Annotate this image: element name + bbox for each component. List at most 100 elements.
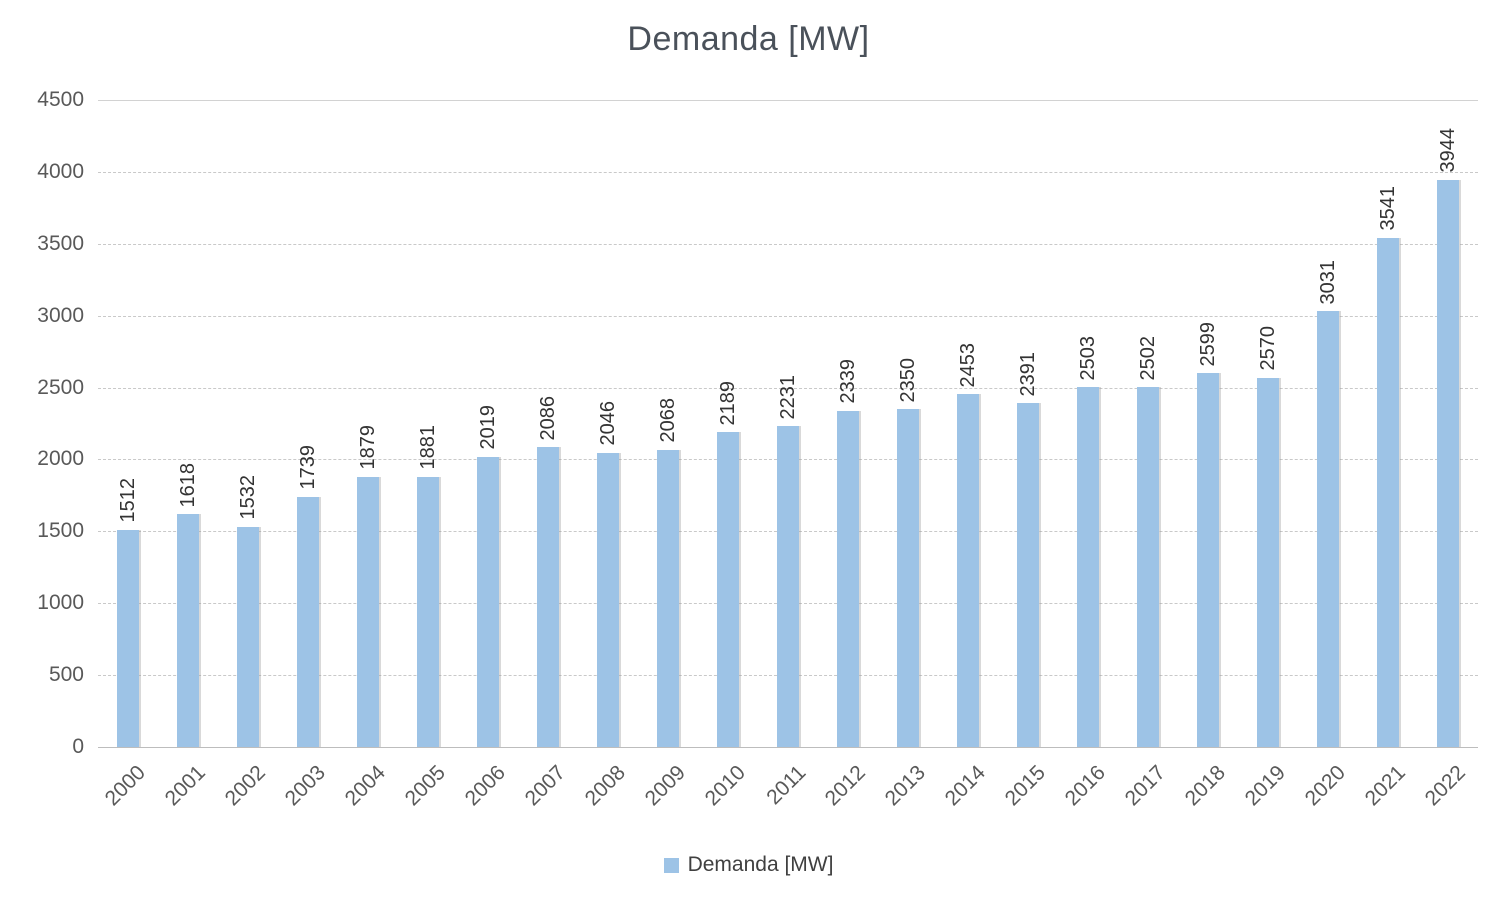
x-axis-tick-label: 2003 bbox=[280, 761, 331, 811]
bar bbox=[1137, 387, 1159, 747]
bar-slot: 3031 bbox=[1298, 100, 1358, 747]
x-axis-tick-label: 2013 bbox=[880, 761, 931, 811]
bar-value-label: 2350 bbox=[897, 357, 919, 403]
bar-value-label: 2068 bbox=[657, 398, 679, 443]
x-axis-tick-label: 2021 bbox=[1360, 761, 1411, 811]
bar-slot: 1879 bbox=[338, 100, 398, 747]
bar-slot: 3541 bbox=[1358, 100, 1418, 747]
bar-value-label: 2339 bbox=[837, 359, 859, 404]
bar bbox=[1257, 377, 1279, 747]
y-axis-tick-label: 3500 bbox=[37, 231, 84, 255]
bar-value-label: 1532 bbox=[237, 475, 259, 520]
gridline bbox=[98, 171, 1478, 173]
bar bbox=[537, 447, 559, 747]
bar-slot: 2503 bbox=[1058, 100, 1118, 747]
bar-slot: 2502 bbox=[1118, 100, 1178, 747]
legend-label: Demanda [MW] bbox=[687, 853, 834, 876]
bar-value-label: 2502 bbox=[1137, 335, 1159, 381]
y-axis-tick-label: 4000 bbox=[37, 159, 84, 183]
bar-slot: 1618 bbox=[158, 100, 218, 747]
y-axis-tick-label: 2500 bbox=[37, 375, 84, 399]
x-axis-tick-label: 2010 bbox=[700, 761, 751, 811]
x-axis-tick-label: 2018 bbox=[1180, 761, 1231, 811]
bar-slot: 2231 bbox=[758, 100, 818, 747]
x-axis-tick-label: 2008 bbox=[580, 761, 631, 811]
bar bbox=[1437, 179, 1459, 747]
bar bbox=[1317, 311, 1339, 747]
bar-slot: 2068 bbox=[638, 100, 698, 747]
bar-slot: 2189 bbox=[698, 100, 758, 747]
bar-slot: 2339 bbox=[818, 100, 878, 747]
x-axis-tick-label: 2005 bbox=[400, 761, 451, 811]
x-axis-tick-label: 2020 bbox=[1300, 761, 1351, 811]
bar bbox=[837, 410, 859, 747]
bar-value-label: 1512 bbox=[117, 478, 139, 523]
bar bbox=[717, 432, 739, 747]
y-axis-tick-label: 2000 bbox=[37, 447, 84, 471]
bar-slot: 3944 bbox=[1418, 100, 1478, 747]
bar-slot: 1532 bbox=[218, 100, 278, 747]
bar-slot: 1512 bbox=[98, 100, 158, 747]
x-axis-tick-label: 2011 bbox=[762, 761, 811, 810]
x-axis-tick-label: 2016 bbox=[1060, 761, 1111, 811]
bar bbox=[417, 476, 439, 747]
x-axis-tick-label: 2019 bbox=[1240, 761, 1291, 811]
x-axis-tick-label: 2001 bbox=[160, 761, 211, 811]
y-axis-tick-label: 1000 bbox=[37, 591, 84, 615]
y-axis-tick-label: 4500 bbox=[37, 88, 84, 111]
bar-value-label: 2503 bbox=[1077, 335, 1099, 381]
bar-value-label: 3541 bbox=[1377, 186, 1399, 231]
y-axis-tick-label: 0 bbox=[72, 735, 84, 758]
bar-slot: 1881 bbox=[398, 100, 458, 747]
bar-value-label: 1881 bbox=[417, 425, 439, 470]
bar-value-label: 2046 bbox=[597, 401, 619, 446]
bar-slot: 2086 bbox=[518, 100, 578, 747]
chart-title: Demanda [MW] bbox=[627, 20, 870, 58]
bar bbox=[597, 452, 619, 747]
bar bbox=[1017, 403, 1039, 747]
x-axis: 2000 2001 2002 2003 2004 2005 2006 2007 2008 2009… bbox=[98, 747, 1478, 837]
x-axis-tick-label: 2022 bbox=[1420, 761, 1471, 811]
bar bbox=[1377, 237, 1399, 747]
legend: Demanda [MW] bbox=[0, 853, 1497, 877]
bar-value-label: 1618 bbox=[177, 462, 199, 508]
bar-slot: 2570 bbox=[1238, 100, 1298, 747]
bar-slot: 2599 bbox=[1178, 100, 1238, 747]
y-axis-tick-label: 1500 bbox=[37, 519, 84, 543]
bar bbox=[177, 514, 199, 747]
bar bbox=[897, 409, 919, 747]
bar bbox=[657, 449, 679, 747]
bar-value-label: 2599 bbox=[1197, 321, 1219, 367]
bar-value-label: 2391 bbox=[1017, 351, 1039, 397]
x-axis-tick-label: 2002 bbox=[220, 761, 271, 811]
bar-slot: 2046 bbox=[578, 100, 638, 747]
x-axis-tick-label: 2017 bbox=[1120, 761, 1171, 811]
bar bbox=[777, 426, 799, 747]
bar bbox=[237, 526, 259, 747]
bar bbox=[957, 394, 979, 747]
bar bbox=[477, 456, 499, 747]
bar-value-label: 2086 bbox=[537, 395, 559, 441]
plot-area: 1512 1618 1532 1739 1879 1881 2019 2086 2046 2068… bbox=[98, 100, 1478, 748]
bar-value-label: 2189 bbox=[717, 380, 739, 426]
x-axis-tick-label: 2007 bbox=[520, 761, 571, 811]
bar-value-label: 2231 bbox=[777, 374, 799, 420]
bar-value-label: 2019 bbox=[477, 405, 499, 450]
gridline bbox=[98, 747, 1478, 748]
gridline bbox=[98, 100, 1478, 101]
gridline bbox=[98, 315, 1478, 317]
x-axis-tick-label: 2015 bbox=[1000, 761, 1051, 811]
bar-value-label: 2453 bbox=[957, 342, 979, 388]
x-axis-tick-label: 2006 bbox=[460, 761, 511, 811]
gridline bbox=[98, 243, 1478, 245]
bar-slot: 2391 bbox=[998, 100, 1058, 747]
bar-slot: 2019 bbox=[458, 100, 518, 747]
bar bbox=[117, 529, 139, 747]
bar-value-label: 3944 bbox=[1437, 128, 1459, 173]
y-axis-tick-label: 500 bbox=[48, 663, 84, 687]
bar-value-label: 3031 bbox=[1317, 259, 1339, 305]
bar-value-label: 2570 bbox=[1257, 326, 1279, 371]
gridline bbox=[98, 387, 1478, 389]
bar-slot: 2453 bbox=[938, 100, 998, 747]
